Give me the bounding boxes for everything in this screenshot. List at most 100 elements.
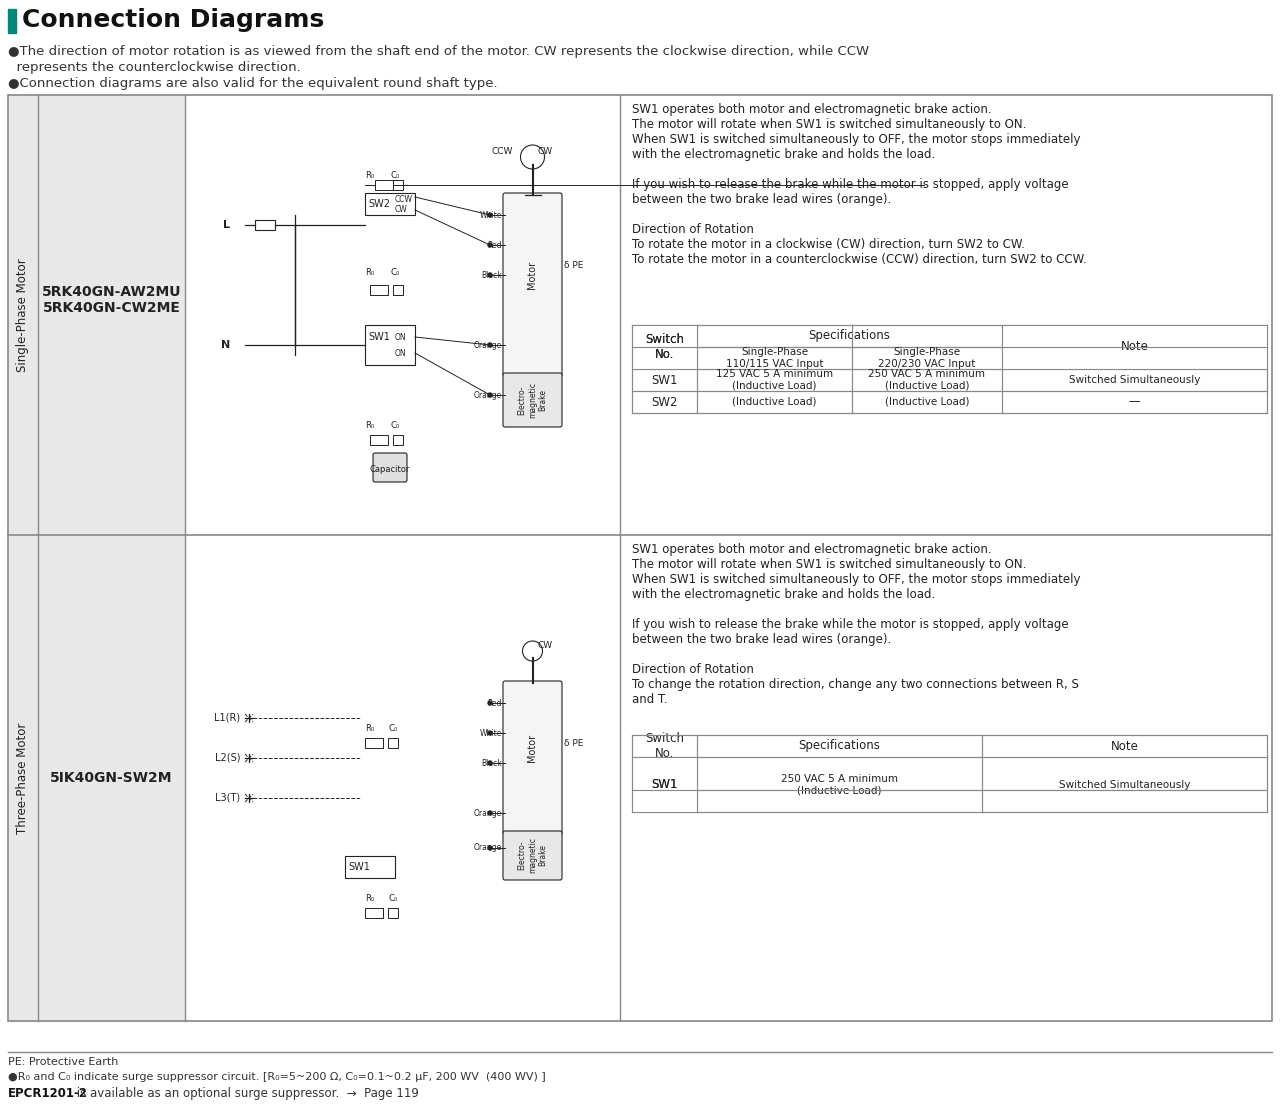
Text: 5RK40GN-AW2MU
5RK40GN-CW2ME: 5RK40GN-AW2MU 5RK40GN-CW2ME <box>42 285 182 316</box>
Text: Switch
No.: Switch No. <box>645 732 684 760</box>
Bar <box>393 180 403 190</box>
Circle shape <box>488 213 492 217</box>
Text: EPCR1201-2: EPCR1201-2 <box>8 1087 88 1100</box>
Text: (Inductive Load): (Inductive Load) <box>884 397 969 407</box>
Text: PE: Protective Earth: PE: Protective Earth <box>8 1057 118 1068</box>
Text: (Inductive Load): (Inductive Load) <box>732 397 817 407</box>
FancyBboxPatch shape <box>372 453 407 482</box>
Text: CW: CW <box>538 641 553 650</box>
Text: ON: ON <box>396 348 407 357</box>
Text: C₀: C₀ <box>390 267 399 278</box>
Text: SW1: SW1 <box>369 332 390 342</box>
Text: Three-Phase Motor: Three-Phase Motor <box>17 722 29 834</box>
Text: SW1 operates both motor and electromagnetic brake action.
The motor will rotate : SW1 operates both motor and electromagne… <box>632 543 1080 706</box>
Text: Red: Red <box>488 241 502 250</box>
Text: —: — <box>1129 395 1140 408</box>
Text: Single-Phase Motor: Single-Phase Motor <box>17 258 29 372</box>
Text: is available as an optional surge suppressor.  →  Page 119: is available as an optional surge suppre… <box>73 1087 419 1100</box>
Text: R₀: R₀ <box>365 267 375 278</box>
Text: Electro-
magnetic
Brake: Electro- magnetic Brake <box>517 837 548 873</box>
Bar <box>365 739 383 747</box>
Bar <box>8 95 38 535</box>
Bar <box>370 435 388 445</box>
Text: C₀: C₀ <box>388 894 398 903</box>
FancyBboxPatch shape <box>503 831 562 880</box>
Circle shape <box>488 273 492 278</box>
Bar <box>393 285 403 295</box>
Text: Black: Black <box>481 759 502 768</box>
Text: Switch
No.: Switch No. <box>645 333 684 361</box>
Text: SW1: SW1 <box>652 778 677 791</box>
Text: ON: ON <box>396 332 407 341</box>
Text: ●Connection diagrams are also valid for the equivalent round shaft type.: ●Connection diagrams are also valid for … <box>8 77 498 90</box>
Bar <box>370 285 388 295</box>
Text: Note: Note <box>1120 340 1148 354</box>
Text: Orange: Orange <box>474 340 502 349</box>
Text: Black: Black <box>481 271 502 280</box>
Text: SW1 operates both motor and electromagnetic brake action.
The motor will rotate : SW1 operates both motor and electromagne… <box>632 103 1087 266</box>
Text: CW: CW <box>538 148 553 157</box>
Text: SW2: SW2 <box>652 395 677 408</box>
FancyBboxPatch shape <box>503 681 562 835</box>
Bar <box>388 908 398 918</box>
Bar <box>393 435 403 445</box>
Text: N: N <box>220 340 230 350</box>
Text: Specifications: Specifications <box>799 740 881 752</box>
Text: R₀: R₀ <box>365 421 375 430</box>
Text: L1(R): L1(R) <box>214 713 241 723</box>
Bar <box>632 756 698 812</box>
Bar <box>365 192 415 215</box>
Text: SW1: SW1 <box>348 862 370 872</box>
Text: Motor: Motor <box>527 261 538 289</box>
Bar <box>632 325 698 369</box>
Text: Orange: Orange <box>474 809 502 818</box>
Text: Switched Simultaneously: Switched Simultaneously <box>1069 375 1201 385</box>
Text: Connection Diagrams: Connection Diagrams <box>22 8 324 32</box>
Text: Motor: Motor <box>527 734 538 762</box>
Text: CW: CW <box>396 206 408 215</box>
Text: δ PE: δ PE <box>564 261 584 270</box>
Bar <box>365 908 383 918</box>
Circle shape <box>488 393 492 397</box>
Text: 250 VAC 5 A minimum
(Inductive Load): 250 VAC 5 A minimum (Inductive Load) <box>781 773 899 796</box>
Text: White: White <box>480 728 502 737</box>
Text: 5IK40GN-SW2M: 5IK40GN-SW2M <box>50 771 173 786</box>
Bar <box>38 535 186 1021</box>
Text: CCW: CCW <box>492 148 512 157</box>
Bar <box>255 220 275 231</box>
Text: ●The direction of motor rotation is as viewed from the shaft end of the motor. C: ●The direction of motor rotation is as v… <box>8 45 869 58</box>
Text: C₀: C₀ <box>388 724 398 733</box>
Text: R₀: R₀ <box>365 894 375 903</box>
Text: C₀: C₀ <box>390 421 399 430</box>
Text: SW1: SW1 <box>652 374 677 386</box>
Text: 125 VAC 5 A minimum
(Inductive Load): 125 VAC 5 A minimum (Inductive Load) <box>716 369 833 391</box>
Circle shape <box>488 700 492 705</box>
FancyBboxPatch shape <box>503 192 562 377</box>
Text: Orange: Orange <box>474 844 502 853</box>
Circle shape <box>488 761 492 765</box>
Text: Single-Phase
110/115 VAC Input: Single-Phase 110/115 VAC Input <box>726 347 823 369</box>
Bar <box>375 180 393 190</box>
Text: R₀: R₀ <box>365 171 375 180</box>
Text: L2(S): L2(S) <box>215 753 241 763</box>
FancyBboxPatch shape <box>503 373 562 427</box>
Text: Switched Simultaneously: Switched Simultaneously <box>1059 780 1190 790</box>
Text: SW1: SW1 <box>652 778 677 791</box>
Circle shape <box>488 811 492 815</box>
Text: L3(T): L3(T) <box>215 793 241 803</box>
Text: ●R₀ and C₀ indicate surge suppressor circuit. [R₀=5~200 Ω, C₀=0.1~0.2 μF, 200 WV: ●R₀ and C₀ indicate surge suppressor cir… <box>8 1072 545 1082</box>
Text: Capacitor: Capacitor <box>370 466 410 474</box>
Bar <box>38 95 186 535</box>
Bar <box>346 856 396 878</box>
Bar <box>365 325 415 365</box>
Circle shape <box>488 731 492 735</box>
Text: δ PE: δ PE <box>564 739 584 747</box>
Text: Note: Note <box>1111 740 1138 752</box>
Circle shape <box>488 243 492 247</box>
Bar <box>388 739 398 747</box>
Text: C₀: C₀ <box>390 171 399 180</box>
Text: CCW: CCW <box>396 195 413 204</box>
Text: represents the counterclockwise direction.: represents the counterclockwise directio… <box>8 62 301 74</box>
Bar <box>8 9 15 32</box>
Circle shape <box>488 344 492 347</box>
